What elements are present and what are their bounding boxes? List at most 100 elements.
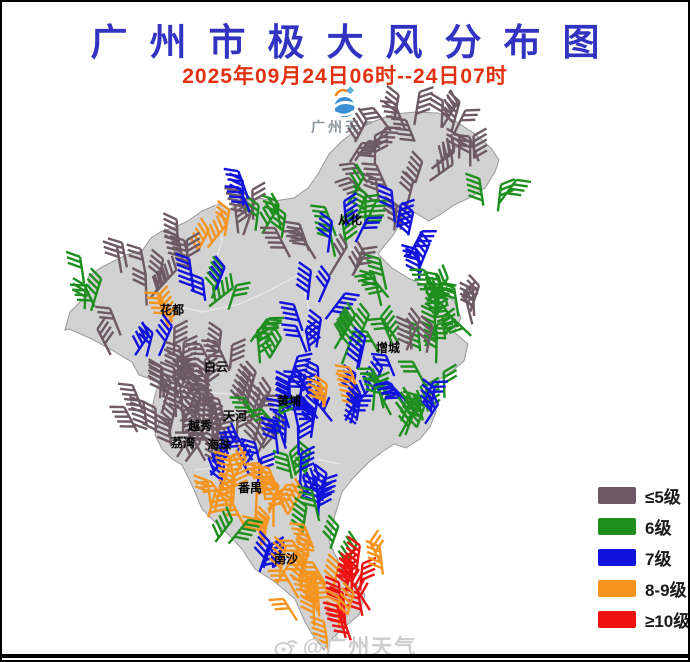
wind-barb <box>180 419 212 450</box>
wind-barb <box>255 321 273 364</box>
wind-barb <box>216 498 248 531</box>
wind-barb <box>359 269 383 307</box>
wind-barb <box>109 405 139 433</box>
wind-barb <box>264 474 280 514</box>
wind-barb <box>181 403 198 435</box>
wind-barb <box>300 401 316 438</box>
wind-barb <box>407 229 437 257</box>
wind-barb <box>334 364 362 397</box>
wind-barb <box>256 316 285 342</box>
wind-barb <box>216 422 238 461</box>
wind-barb <box>204 394 226 423</box>
wind-barb <box>350 302 371 346</box>
wind-barb <box>439 281 460 317</box>
wind-barb <box>227 518 264 545</box>
wind-barb <box>244 195 260 231</box>
wind-barb <box>456 133 472 167</box>
wind-barb <box>354 272 390 299</box>
wind-barb <box>167 385 185 426</box>
wind-barb <box>442 90 461 131</box>
wind-barb <box>221 451 247 488</box>
district-label: 番禺 <box>237 480 262 495</box>
wind-barb <box>297 561 327 586</box>
wind-barb <box>335 551 354 593</box>
legend-label: 6级 <box>645 519 672 538</box>
wind-barb <box>156 285 178 328</box>
wind-barb <box>188 272 207 301</box>
wind-barb <box>227 281 251 311</box>
wind-barb <box>348 141 377 163</box>
legend-swatch <box>598 518 636 535</box>
wind-barb <box>281 323 308 353</box>
wind-barb <box>262 539 286 569</box>
wind-barb <box>243 461 278 490</box>
wind-barb <box>406 394 426 429</box>
wind-barb <box>231 468 249 504</box>
wind-barb <box>172 359 200 388</box>
legend-item: 8-9级 <box>598 573 688 604</box>
wind-barb <box>260 226 291 258</box>
wind-barb <box>261 325 283 360</box>
wind-barb <box>398 170 415 211</box>
wind-barb <box>252 505 271 548</box>
wind-barb <box>354 193 380 222</box>
wind-barb <box>268 535 287 574</box>
wind-barb <box>413 86 434 126</box>
wind-barb <box>228 338 247 369</box>
district-label: 越秀 <box>187 418 213 433</box>
district-border <box>161 273 301 313</box>
wind-barb <box>326 608 352 641</box>
wind-barb <box>401 243 423 273</box>
wind-barb <box>322 514 340 550</box>
weather-logo-icon <box>333 86 356 117</box>
wind-barb <box>195 480 229 506</box>
wind-barb <box>193 357 211 391</box>
wind-barb <box>354 216 383 243</box>
wind-barb <box>85 267 103 312</box>
district-label: 花都 <box>160 302 184 317</box>
wind-barb-layer <box>65 84 532 651</box>
wind-barb <box>162 212 180 248</box>
wind-barb <box>268 597 299 622</box>
frame-bottom-border <box>2 654 688 658</box>
district-label: 南沙 <box>274 551 298 566</box>
wind-barb <box>131 321 150 356</box>
wind-barb <box>159 360 179 397</box>
district-label: 黄埔 <box>277 393 301 408</box>
legend-swatch <box>598 487 636 504</box>
wind-barb <box>174 431 207 462</box>
wind-barb <box>241 380 262 420</box>
wind-barb <box>340 208 358 249</box>
legend: ≤5级 6级 7级 8-9级 ≥10级 <box>598 480 690 635</box>
wind-barb <box>235 409 252 445</box>
wind-barb <box>303 578 321 617</box>
legend-swatch <box>598 549 636 566</box>
wind-barb <box>148 266 168 300</box>
district-label: 从化 <box>338 212 362 227</box>
wind-barb <box>452 108 481 136</box>
wind-barb <box>429 92 444 128</box>
wind-barb <box>442 363 458 398</box>
wind-barb <box>172 319 189 356</box>
wind-barb <box>361 162 388 189</box>
wind-barb <box>254 476 271 517</box>
wind-barb <box>292 577 319 612</box>
wind-barb <box>302 473 320 510</box>
wind-barb <box>229 396 256 419</box>
wind-barb <box>279 300 304 332</box>
legend-label: 7级 <box>645 550 672 569</box>
wind-barb <box>368 529 385 565</box>
wind-barb <box>253 530 271 573</box>
wind-barb <box>315 265 331 303</box>
legend-label: ≥10级 <box>645 612 690 631</box>
wind-barb <box>129 395 148 431</box>
wind-barb <box>65 250 86 284</box>
wind-barb <box>345 381 362 424</box>
wind-barb <box>423 264 450 302</box>
legend-item: ≥10级 <box>598 604 690 635</box>
wind-barb <box>350 568 371 611</box>
wind-barb <box>283 370 310 395</box>
wind-barb <box>361 172 380 201</box>
legend-item: 7级 <box>598 542 688 573</box>
